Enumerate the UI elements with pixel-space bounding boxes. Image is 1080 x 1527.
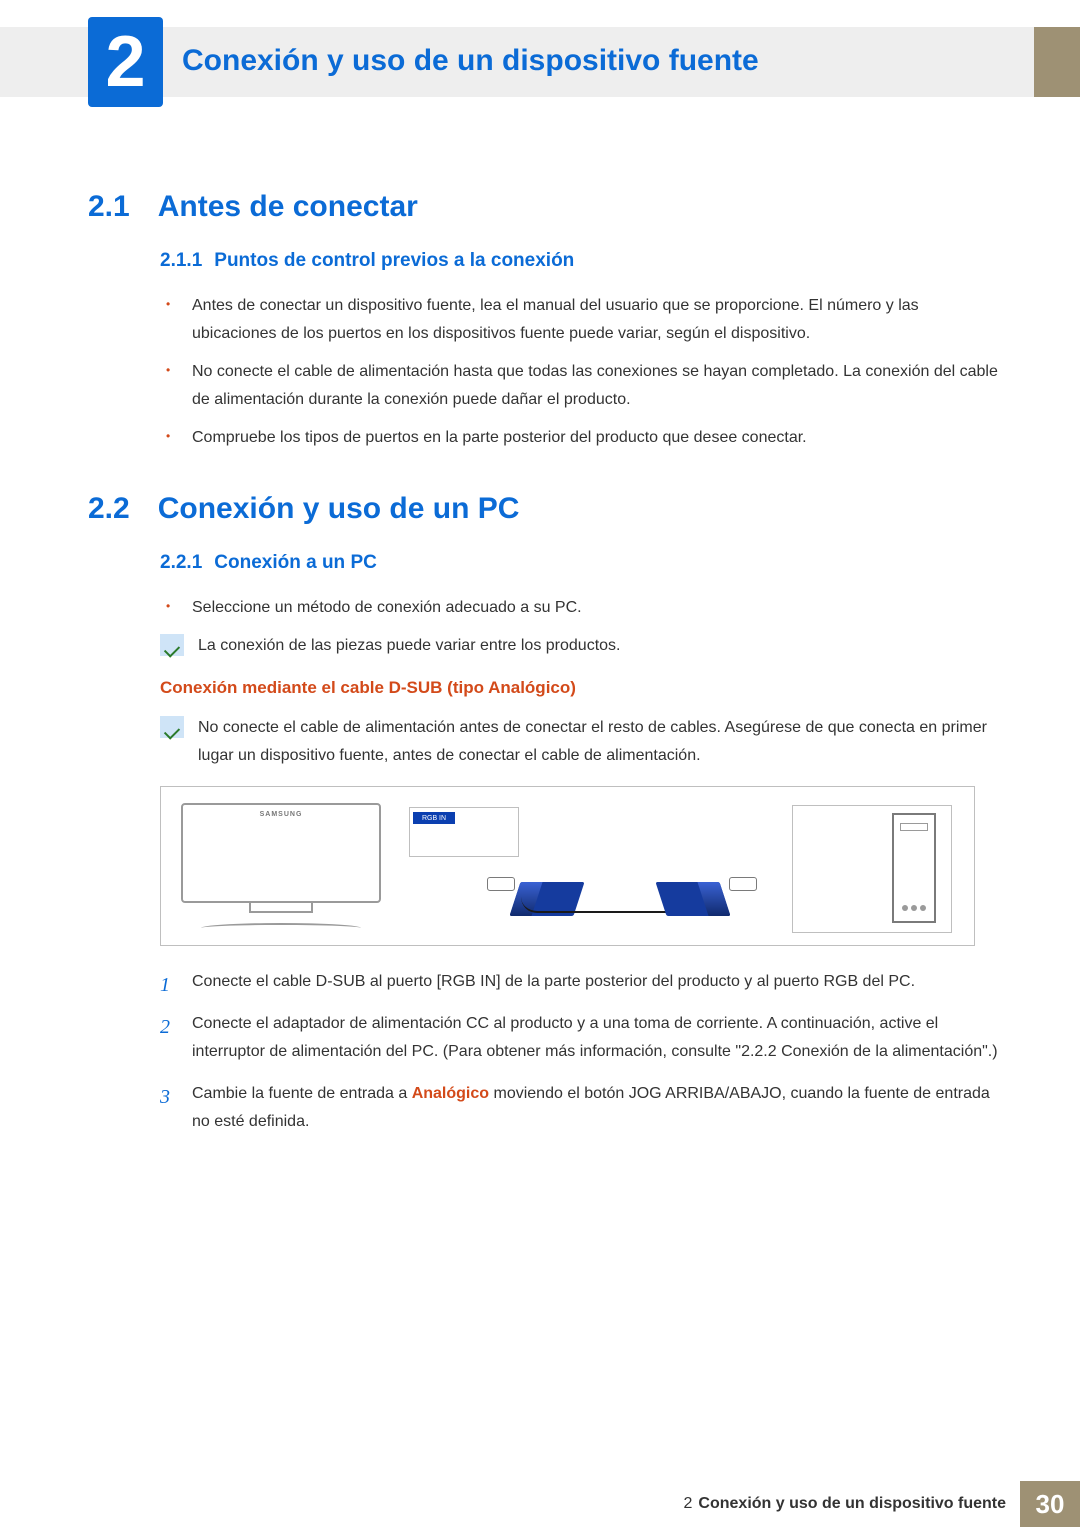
section-2-2-heading: 2.2 Conexión y uso de un PC xyxy=(88,492,1005,526)
step-number: 2 xyxy=(160,1010,170,1045)
chapter-number: 2 xyxy=(105,21,145,103)
step-item: 2 Conecte el adaptador de alimentación C… xyxy=(160,1010,1005,1066)
note-icon xyxy=(160,634,184,656)
diagram-dsub-plug-right xyxy=(655,882,730,916)
footer-chapter-num: 2 xyxy=(684,1495,693,1513)
section-2-1-title: Antes de conectar xyxy=(158,190,418,223)
chapter-number-box: 2 xyxy=(88,17,163,107)
section-2-1-1-heading: 2.1.1 Puntos de control previos a la cone… xyxy=(160,250,1005,272)
page-content: 2.1 Antes de conectar 2.1.1 Puntos de cont… xyxy=(88,170,1005,1150)
diagram-port-monitor xyxy=(487,877,515,891)
diagram-port-pc xyxy=(729,877,757,891)
diagram-pc-tower xyxy=(892,813,936,923)
dsub-heading: Conexión mediante el cable D-SUB (tipo A… xyxy=(160,678,1005,698)
section-2-1-heading: 2.1 Antes de conectar xyxy=(88,190,1005,224)
section-2-1-1-title: Puntos de control previos a la conexión xyxy=(214,250,574,271)
connection-steps: 1 Conecte el cable D-SUB al puerto [RGB … xyxy=(160,968,1005,1136)
step-text: Conecte el adaptador de alimentación CC … xyxy=(192,1015,998,1060)
footer-chapter-label: 2 Conexión y uso de un dispositivo fuent… xyxy=(684,1481,1020,1527)
note-text: La conexión de las piezas puede variar e… xyxy=(198,632,620,660)
header-stripe xyxy=(1034,27,1080,97)
section-2-1-1-bullets: Antes de conectar un dispositivo fuente,… xyxy=(160,292,1005,452)
chapter-title: Conexión y uso de un dispositivo fuente xyxy=(182,44,759,78)
note-text: No conecte el cable de alimentación ante… xyxy=(198,714,1005,770)
diagram-monitor: SAMSUNG xyxy=(181,803,381,933)
section-2-2-title: Conexión y uso de un PC xyxy=(158,492,520,525)
list-item: Antes de conectar un dispositivo fuente,… xyxy=(160,292,1005,348)
step-text-pre: Cambie la fuente de entrada a xyxy=(192,1085,412,1102)
diagram-rgb-in-label: RGB IN xyxy=(413,812,455,824)
footer-chapter-title: Conexión y uso de un dispositivo fuente xyxy=(698,1495,1006,1513)
note-row: La conexión de las piezas puede variar e… xyxy=(160,632,1005,660)
page-footer: 2 Conexión y uso de un dispositivo fuent… xyxy=(0,1481,1080,1527)
list-item: No conecte el cable de alimentación hast… xyxy=(160,358,1005,414)
step-text: Conecte el cable D-SUB al puerto [RGB IN… xyxy=(192,973,915,990)
list-item: Compruebe los tipos de puertos en la par… xyxy=(160,424,1005,452)
section-2-2-1-num: 2.2.1 xyxy=(160,552,202,573)
diagram-monitor-brand: SAMSUNG xyxy=(183,811,379,818)
step-text-emphasis: Analógico xyxy=(412,1085,489,1102)
step-item: 1 Conecte el cable D-SUB al puerto [RGB … xyxy=(160,968,1005,996)
note-icon xyxy=(160,716,184,738)
note-row: No conecte el cable de alimentación ante… xyxy=(160,714,1005,770)
section-2-2-1-heading: 2.2.1 Conexión a un PC xyxy=(160,552,1005,574)
step-number: 3 xyxy=(160,1080,170,1115)
section-2-2-1-title: Conexión a un PC xyxy=(214,552,377,573)
footer-page-number: 30 xyxy=(1020,1481,1080,1527)
section-2-2-num: 2.2 xyxy=(88,492,130,525)
section-2-2-1-bullets: Seleccione un método de conexión adecuad… xyxy=(160,594,1005,622)
section-2-1-num: 2.1 xyxy=(88,190,130,223)
step-item: 3 Cambie la fuente de entrada a Analógic… xyxy=(160,1080,1005,1136)
section-2-1-1-num: 2.1.1 xyxy=(160,250,202,271)
connection-diagram: SAMSUNG RGB IN xyxy=(160,786,975,946)
step-number: 1 xyxy=(160,968,170,1003)
list-item: Seleccione un método de conexión adecuad… xyxy=(160,594,1005,622)
diagram-monitor-screen: SAMSUNG xyxy=(181,803,381,903)
diagram-monitor-stand xyxy=(201,903,361,935)
